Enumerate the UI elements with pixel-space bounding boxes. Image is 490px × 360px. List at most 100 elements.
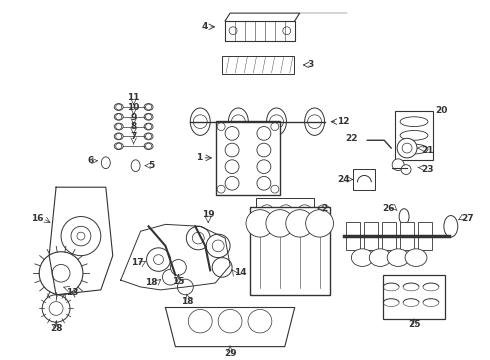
Circle shape [177,279,193,295]
Ellipse shape [114,113,123,120]
Text: 9: 9 [130,113,137,122]
Circle shape [225,160,239,174]
Text: 1: 1 [196,153,202,162]
Circle shape [212,258,232,277]
Polygon shape [49,187,113,295]
Circle shape [283,27,291,35]
Circle shape [401,165,411,175]
Ellipse shape [101,157,110,168]
Bar [395,111,433,160]
Ellipse shape [305,108,324,135]
Text: 15: 15 [172,277,185,286]
Circle shape [402,143,412,153]
Circle shape [146,143,151,149]
Ellipse shape [405,249,427,266]
Circle shape [192,232,204,244]
Circle shape [260,205,274,219]
Text: 2: 2 [321,204,328,213]
Circle shape [42,295,70,322]
Bar [383,275,445,319]
Circle shape [206,234,230,258]
Bar [346,222,360,250]
Circle shape [317,205,331,219]
Text: 18: 18 [145,278,157,287]
Circle shape [61,217,101,256]
Circle shape [217,185,225,193]
Circle shape [392,159,404,171]
Text: 29: 29 [224,348,236,357]
Text: 6: 6 [88,156,94,165]
Text: 10: 10 [127,103,140,112]
Ellipse shape [369,249,391,266]
Bar [250,207,329,295]
Bar [418,222,432,250]
Ellipse shape [144,123,153,130]
Circle shape [171,260,186,275]
Ellipse shape [144,133,153,140]
Circle shape [308,115,321,129]
Text: 26: 26 [383,204,395,213]
Circle shape [146,104,151,110]
Circle shape [248,310,272,333]
Ellipse shape [400,144,428,154]
Circle shape [116,123,122,130]
Circle shape [306,210,334,237]
Ellipse shape [399,209,409,224]
Bar [216,121,280,194]
Circle shape [153,255,164,265]
Circle shape [257,160,271,174]
Text: 19: 19 [202,210,215,219]
Ellipse shape [114,143,123,149]
Circle shape [146,123,151,130]
Text: 4: 4 [202,22,208,31]
Bar [256,198,314,225]
Ellipse shape [144,143,153,149]
Bar [365,222,378,250]
Ellipse shape [444,216,458,237]
Circle shape [257,127,271,140]
Circle shape [217,123,225,130]
Circle shape [193,115,207,129]
Circle shape [52,265,70,282]
Circle shape [229,27,237,35]
Circle shape [116,134,122,139]
Circle shape [266,210,294,237]
Text: 27: 27 [461,214,473,223]
Text: 28: 28 [50,324,62,333]
Text: 3: 3 [308,60,314,69]
Text: 25: 25 [408,320,420,329]
Text: 17: 17 [131,258,144,267]
Ellipse shape [114,123,123,130]
Text: 14: 14 [234,268,246,277]
Circle shape [212,240,224,252]
Circle shape [146,114,151,120]
Ellipse shape [267,108,287,135]
Circle shape [116,104,122,110]
Ellipse shape [144,104,153,111]
Text: 16: 16 [31,214,43,223]
Ellipse shape [228,108,248,135]
Text: 22: 22 [345,134,357,143]
Bar [382,222,396,250]
Ellipse shape [387,249,409,266]
Circle shape [246,210,274,237]
Circle shape [298,205,312,219]
Circle shape [271,185,279,193]
Text: 18: 18 [181,297,194,306]
Circle shape [270,115,283,129]
Text: 23: 23 [421,165,434,174]
Circle shape [231,115,245,129]
Circle shape [146,134,151,139]
Ellipse shape [114,104,123,111]
Ellipse shape [131,160,140,172]
Bar [400,222,414,250]
Circle shape [225,127,239,140]
Text: 11: 11 [127,93,140,102]
Text: 5: 5 [148,161,155,170]
Ellipse shape [144,113,153,120]
Text: 12: 12 [338,117,350,126]
Circle shape [188,310,212,333]
Text: 20: 20 [435,107,447,116]
Circle shape [39,252,83,295]
Circle shape [163,269,178,285]
